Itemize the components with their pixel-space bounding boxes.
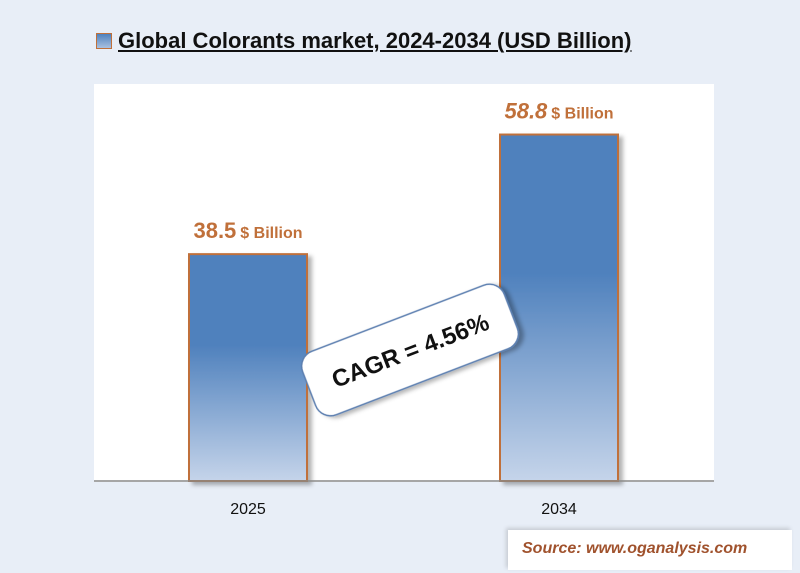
source-text: Source: www.oganalysis.com — [522, 540, 748, 557]
bar-2034 — [499, 133, 619, 482]
value-label-2034: 58.8 $ Billion — [504, 99, 613, 124]
x-tick-label-2025: 2025 — [230, 501, 266, 518]
source-box: Source: www.oganalysis.com — [508, 530, 792, 570]
bar-2025 — [188, 253, 308, 482]
bar-chart: 38.5 $ Billion 2025 58.8 $ Billion 2034 CAGR … — [94, 99, 714, 518]
value-label-2025: 38.5 $ Billion — [193, 218, 302, 243]
x-tick-label-2034: 2034 — [541, 501, 577, 518]
cagr-annotation: CAGR = 4.56% — [300, 283, 520, 417]
title-wrap: Global Colorants market, 2024-2034 (USD … — [96, 28, 631, 54]
chart-title: Global Colorants market, 2024-2034 (USD … — [118, 28, 632, 53]
plot-area: 38.5 $ Billion 2025 58.8 $ Billion 2034 CAGR … — [94, 84, 714, 518]
cagr-box — [300, 283, 520, 417]
title-marker-icon — [96, 33, 112, 49]
